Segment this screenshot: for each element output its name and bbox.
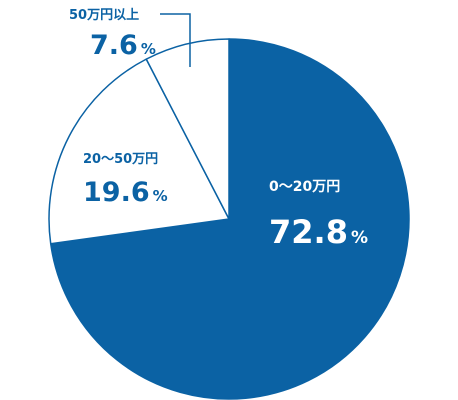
callout-leader-line: [160, 13, 191, 67]
pie-slices: [48, 38, 410, 400]
slice-value-unit: %: [351, 228, 368, 248]
slice-value-unit: %: [153, 187, 168, 205]
slice-50man-plus: [145, 38, 230, 220]
slice-label-0-20man: 0〜20万円: [269, 179, 340, 195]
slice-label-20-50man: 20〜50万円: [83, 152, 158, 167]
slice-value-unit: %: [141, 40, 156, 58]
slice-0-20man: [49, 38, 410, 400]
slice-value-50man-plus: 7.6%: [90, 30, 156, 61]
slice-value-number: 72.8: [269, 213, 348, 251]
slice-value-20-50man: 19.6%: [83, 177, 168, 208]
slice-value-number: 19.6: [83, 177, 150, 208]
slice-value-number: 7.6: [90, 30, 138, 61]
slice-20-50man: [48, 58, 230, 245]
slice-value-0-20man: 72.8%: [269, 213, 368, 251]
leader-lines: [160, 13, 191, 67]
slice-label-50man-plus: 50万円以上: [69, 8, 139, 23]
